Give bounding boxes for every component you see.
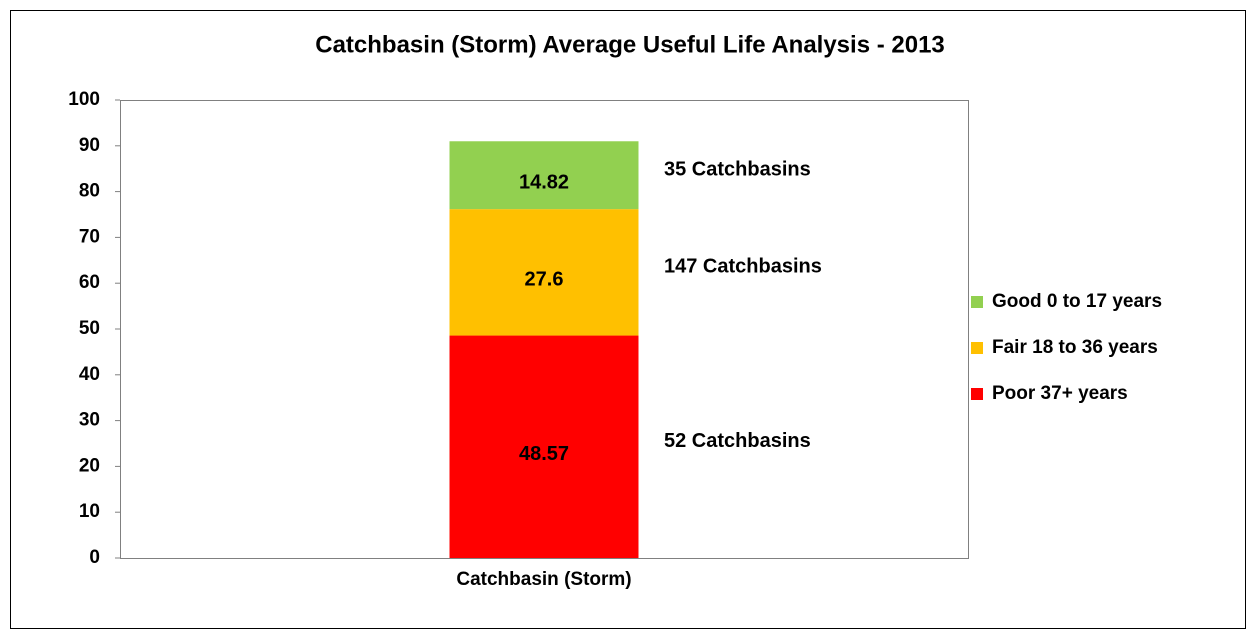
data-label: 48.57 bbox=[519, 443, 569, 465]
y-tick-label: 10 bbox=[79, 501, 100, 522]
legend-label: Good 0 to 17 years bbox=[992, 291, 1162, 312]
legend-label: Poor 37+ years bbox=[992, 383, 1128, 404]
annotation: 147 Catchbasins bbox=[664, 256, 822, 278]
bar-segment bbox=[449, 209, 639, 336]
y-tick-label: 100 bbox=[68, 89, 100, 110]
legend-swatch bbox=[971, 388, 983, 400]
legend-swatch bbox=[971, 296, 983, 308]
y-tick-label: 50 bbox=[79, 318, 100, 339]
data-label: 14.82 bbox=[519, 171, 569, 193]
y-tick-label: 60 bbox=[79, 272, 100, 293]
bar-segment bbox=[449, 335, 639, 558]
x-tick-label: Catchbasin (Storm) bbox=[456, 569, 631, 590]
annotation: 35 Catchbasins bbox=[664, 158, 811, 180]
y-tick-label: 70 bbox=[79, 226, 100, 247]
y-tick-label: 80 bbox=[79, 181, 100, 202]
y-tick-label: 40 bbox=[79, 364, 100, 385]
legend-label: Fair 18 to 36 years bbox=[992, 337, 1158, 358]
y-tick-label: 20 bbox=[79, 455, 100, 476]
annotation: 52 Catchbasins bbox=[664, 430, 811, 452]
y-tick-label: 0 bbox=[89, 547, 100, 568]
plot-area bbox=[120, 100, 969, 559]
data-label: 27.6 bbox=[525, 269, 564, 291]
bar-segment bbox=[449, 141, 639, 210]
y-tick-label: 30 bbox=[79, 410, 100, 431]
y-tick-label: 90 bbox=[79, 135, 100, 156]
legend-swatch bbox=[971, 342, 983, 354]
chart-title: Catchbasin (Storm) Average Useful Life A… bbox=[315, 31, 945, 58]
